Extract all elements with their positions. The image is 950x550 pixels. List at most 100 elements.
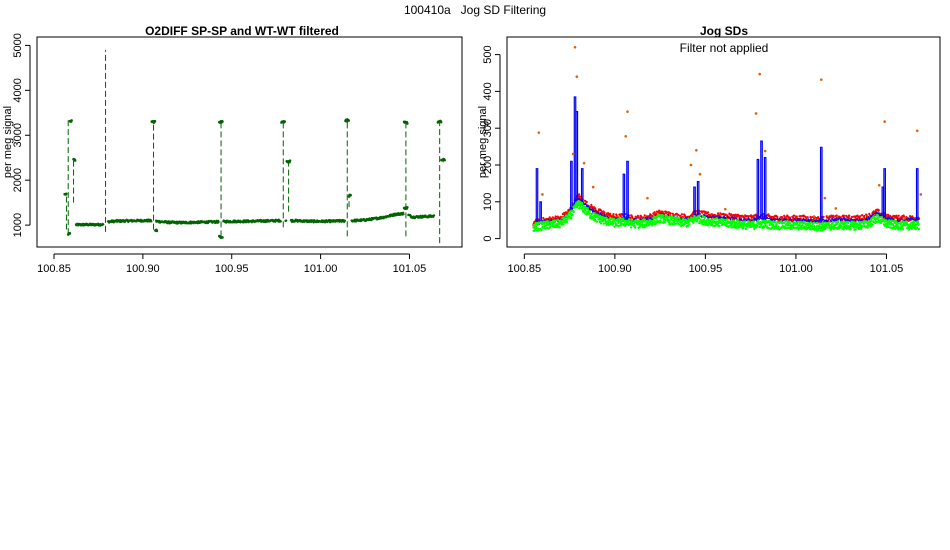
green-sd-point bbox=[686, 222, 689, 225]
green-sd-point bbox=[809, 221, 813, 224]
red-sd-point bbox=[793, 214, 796, 217]
green-sd-point bbox=[660, 221, 663, 224]
red-sd-point bbox=[863, 214, 866, 218]
plateau-point bbox=[221, 120, 224, 123]
green-sd-point bbox=[917, 227, 921, 231]
red-sd-point bbox=[776, 215, 779, 219]
red-sd-point bbox=[896, 216, 899, 219]
red-sd-point bbox=[554, 215, 558, 218]
x-tick-label: 101.00 bbox=[304, 263, 338, 275]
page-title: 100410a Jog SD Filtering bbox=[403, 3, 547, 17]
green-sd-point bbox=[852, 226, 856, 229]
green-sd-point bbox=[885, 219, 888, 222]
red-sd-point bbox=[599, 209, 602, 212]
blue-sd-spike bbox=[535, 168, 539, 224]
green-sd-point bbox=[718, 224, 721, 228]
plateau-point bbox=[155, 229, 159, 233]
orange-outlier-point bbox=[624, 134, 628, 138]
red-sd-point bbox=[809, 216, 812, 219]
red-sd-point bbox=[643, 214, 646, 217]
green-sd-point bbox=[764, 223, 767, 226]
chart-panel-o2diff: O2DIFF SP-SP and WT-WT filtered per meg … bbox=[2, 24, 463, 275]
green-sd-point bbox=[896, 224, 899, 228]
x-tick-label: 101.05 bbox=[393, 263, 427, 275]
green-sd-point bbox=[823, 227, 827, 231]
red-sd-point bbox=[804, 215, 807, 219]
plateau-point bbox=[443, 158, 446, 162]
plateau-point bbox=[64, 192, 68, 196]
y-tick-label: 2000 bbox=[12, 168, 24, 192]
green-sd-point bbox=[862, 222, 866, 226]
blue-sd-spike bbox=[763, 157, 767, 220]
green-sd-point bbox=[911, 225, 914, 229]
green-sd-point bbox=[722, 218, 725, 222]
green-sd-point bbox=[815, 221, 819, 225]
red-sd-point bbox=[831, 214, 835, 217]
x-tick-label: 101.05 bbox=[870, 263, 904, 275]
green-sd-point bbox=[569, 217, 573, 220]
green-sd-point bbox=[580, 201, 584, 205]
green-sd-point bbox=[630, 219, 634, 222]
green-sd-point bbox=[602, 222, 605, 225]
green-sd-point bbox=[668, 219, 671, 222]
orange-outlier-point bbox=[541, 193, 544, 196]
green-sd-point bbox=[588, 210, 591, 213]
orange-outlier-point bbox=[573, 45, 577, 49]
green-sd-point bbox=[770, 226, 774, 230]
green-sd-point bbox=[549, 225, 552, 229]
y-tick-label: 100 bbox=[482, 193, 494, 211]
green-sd-point bbox=[696, 220, 699, 223]
red-sd-point bbox=[850, 215, 854, 218]
green-sd-point bbox=[543, 227, 547, 230]
blue-sd-spike bbox=[756, 158, 760, 219]
data-point bbox=[279, 220, 282, 223]
red-sd-point bbox=[642, 216, 645, 219]
green-sd-point bbox=[678, 217, 681, 220]
red-sd-point bbox=[691, 212, 694, 216]
green-sd-point bbox=[655, 217, 658, 221]
y-tick-label: 3000 bbox=[12, 123, 24, 147]
orange-outlier-point bbox=[582, 161, 586, 165]
plateau-point bbox=[349, 193, 352, 197]
x-tick-label: 100.90 bbox=[126, 263, 160, 275]
green-sd-point bbox=[866, 226, 869, 229]
green-sd-point bbox=[915, 226, 919, 230]
green-sd-point bbox=[556, 218, 560, 222]
green-sd-point bbox=[687, 217, 690, 220]
green-sd-point bbox=[593, 212, 596, 215]
orange-outlier-point bbox=[834, 207, 838, 210]
green-sd-point bbox=[663, 221, 667, 224]
red-sd-point bbox=[911, 215, 914, 218]
green-sd-point bbox=[893, 227, 897, 230]
chart-title: O2DIFF SP-SP and WT-WT filtered bbox=[145, 24, 339, 38]
red-sd-point bbox=[897, 214, 900, 217]
x-tick-label: 100.95 bbox=[215, 263, 249, 275]
green-sd-point bbox=[882, 218, 885, 221]
red-sd-point bbox=[606, 211, 610, 215]
red-sd-point bbox=[585, 200, 588, 204]
plateau-point bbox=[73, 159, 77, 162]
green-sd-point bbox=[545, 226, 549, 230]
green-sd-point bbox=[887, 225, 890, 229]
plateau-point bbox=[70, 119, 73, 122]
green-sd-point bbox=[554, 219, 558, 222]
green-sd-point bbox=[825, 226, 829, 229]
chart-panel-jog-sds: Jog SDs Filter not applied per meg signa… bbox=[477, 24, 941, 275]
green-sd-point bbox=[666, 215, 670, 219]
plot-frame bbox=[36, 36, 463, 248]
orange-outlier-point bbox=[919, 193, 923, 196]
orange-outlier-point bbox=[903, 217, 906, 220]
green-sd-point bbox=[901, 228, 905, 231]
green-sd-point bbox=[731, 222, 734, 225]
data-point bbox=[370, 219, 373, 222]
green-sd-point bbox=[876, 214, 880, 217]
green-sd-point bbox=[618, 218, 621, 221]
data-point bbox=[285, 219, 288, 222]
red-sd-point bbox=[594, 208, 597, 211]
red-sd-point bbox=[783, 214, 786, 217]
data-point bbox=[150, 220, 153, 223]
green-sd-point bbox=[559, 219, 563, 223]
green-sd-point bbox=[782, 221, 786, 225]
green-sd-point bbox=[619, 224, 622, 227]
blue-sd-spike bbox=[883, 168, 886, 218]
